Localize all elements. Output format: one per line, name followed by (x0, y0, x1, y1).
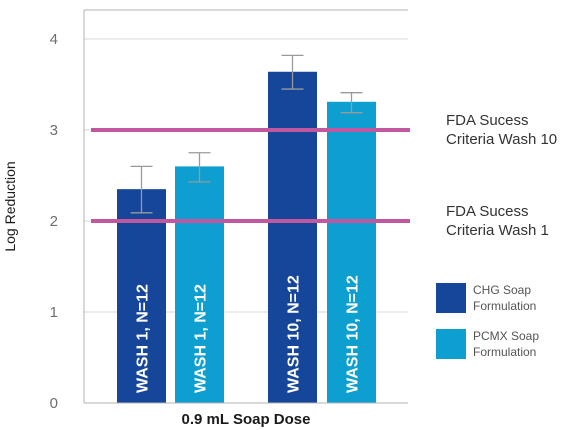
bar-label: WASH 1, N=12 (193, 284, 210, 393)
bar (175, 166, 224, 403)
bar (327, 101, 376, 403)
legend-swatch (436, 283, 466, 313)
reference-line-label-line: FDA Sucess (446, 112, 529, 129)
axes: 0 1 2 3 4 Log Reduction 0.9 mL Soap Dose (2, 9, 408, 428)
reference-line-label: FDA Sucess Criteria Wash 10 (446, 112, 557, 148)
bar-label: WASH 10, N=12 (345, 275, 362, 393)
bar-label: WASH 10, N=12 (286, 275, 303, 393)
legend-label: PCMX Soap Formulation (473, 329, 539, 359)
y-tick-label: 4 (50, 31, 58, 48)
legend-label: CHG Soap Formulation (473, 283, 536, 313)
y-tick-label: 1 (50, 304, 58, 321)
legend: CHG Soap Formulation PCMX Soap Formulation (436, 283, 539, 359)
legend-label-line: Formulation (473, 345, 536, 359)
x-axis-title: 0.9 mL Soap Dose (182, 411, 311, 428)
y-axis-title: Log Reduction (2, 161, 18, 251)
bar (268, 71, 317, 403)
reference-line-label-line: Criteria Wash 10 (446, 131, 557, 148)
reference-lines: FDA Sucess Criteria Wash 10 FDA Sucess Crit… (91, 112, 557, 239)
bar-label: WASH 1, N=12 (135, 284, 152, 393)
legend-label-line: Formulation (473, 299, 536, 313)
legend-label-line: CHG Soap (473, 283, 531, 297)
bar (117, 189, 166, 403)
y-tick-label: 2 (50, 213, 58, 230)
reference-line-label: FDA Sucess Criteria Wash 1 (446, 203, 549, 239)
reference-line-label-line: Criteria Wash 1 (446, 222, 549, 239)
reference-line-label-line: FDA Sucess (446, 203, 529, 220)
legend-label-line: PCMX Soap (473, 329, 539, 343)
y-tick-label: 3 (50, 122, 58, 139)
legend-swatch (436, 329, 466, 359)
y-tick-label: 0 (50, 395, 58, 412)
bars: WASH 1, N=12 WASH 1, N=12 WASH 10, N=12 WAS… (117, 54, 376, 403)
